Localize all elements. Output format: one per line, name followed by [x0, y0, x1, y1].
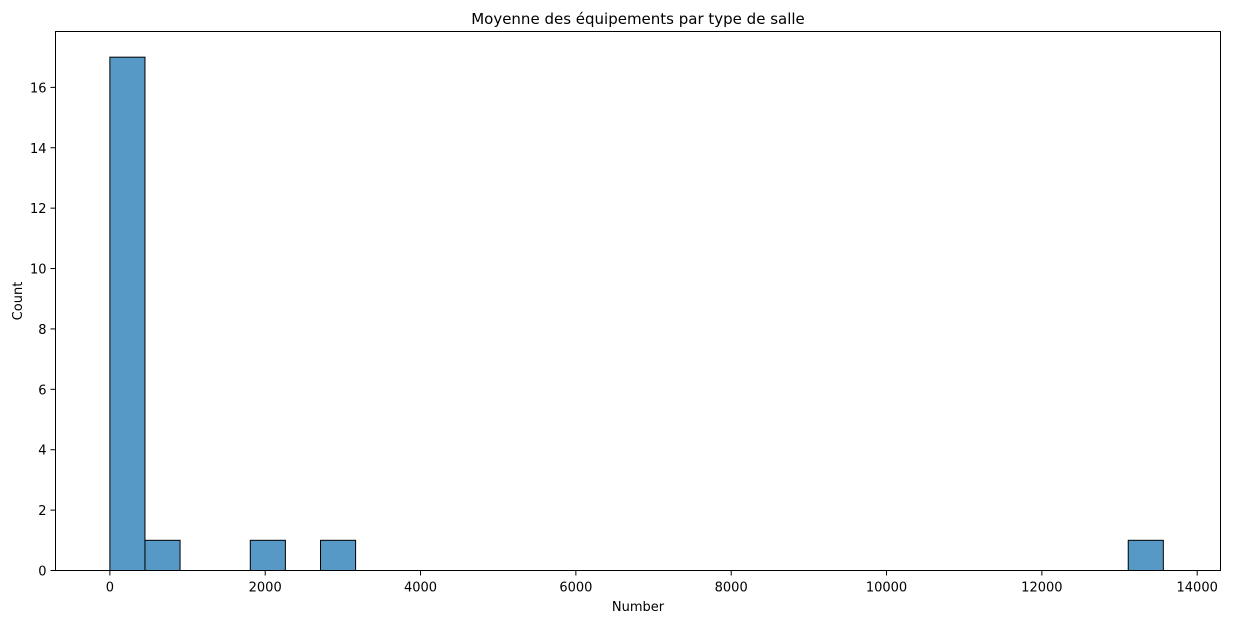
y-axis-label: Count: [11, 282, 26, 321]
y-tick-label: 12: [30, 202, 47, 217]
x-axis-ticks: 0 2000 4000 6000 8000 10000 12000 14000: [106, 570, 1218, 596]
y-tick-label: 10: [30, 263, 47, 278]
x-tick-label: 4000: [404, 581, 437, 596]
x-tick-label: 8000: [715, 581, 748, 596]
y-axis-ticks: 0 2 4 6 8 10 12 14 16: [30, 81, 56, 580]
y-tick-label: 6: [38, 383, 46, 398]
plot-frame: [55, 31, 1221, 571]
x-tick-label: 0: [106, 581, 114, 596]
x-tick-label: 14000: [1177, 581, 1218, 596]
y-tick-label: 0: [38, 565, 46, 580]
histogram-bar: [144, 539, 181, 571]
histogram-bar: [109, 56, 146, 571]
y-tick-label: 8: [38, 323, 46, 338]
x-tick-label: 10000: [866, 581, 907, 596]
y-tick-label: 4: [38, 444, 46, 459]
y-tick-label: 14: [30, 142, 47, 157]
chart-title: Moyenne des équipements par type de sall…: [471, 10, 805, 28]
histogram-bar: [249, 539, 286, 571]
x-axis-label: Number: [612, 600, 665, 615]
x-tick-label: 2000: [249, 581, 282, 596]
bars-group: [109, 56, 1164, 571]
histogram-bar: [1127, 539, 1164, 571]
y-tick-label: 16: [30, 81, 47, 96]
histogram-bar: [319, 539, 357, 571]
x-tick-label: 12000: [1021, 581, 1062, 596]
y-tick-label: 2: [38, 504, 46, 519]
x-tick-label: 6000: [559, 581, 592, 596]
